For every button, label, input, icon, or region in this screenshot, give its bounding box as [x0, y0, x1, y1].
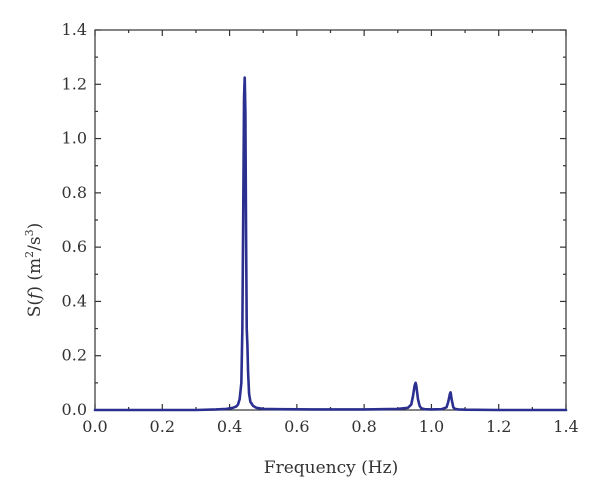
y-tick-label: 0.8: [62, 183, 87, 202]
plot-area: [94, 29, 567, 411]
x-tick-label: 0.4: [217, 417, 242, 436]
x-tick-label: 1.0: [419, 417, 444, 436]
x-tick-label: 0.0: [82, 417, 107, 436]
y-tick-label: 0.2: [62, 346, 87, 365]
y-axis-title-part: f: [25, 290, 45, 301]
y-axis-title-part: ): [25, 223, 45, 230]
y-axis-title: S(f) (m2/s3): [23, 223, 45, 317]
x-axis-title: Frequency (Hz): [264, 458, 398, 478]
y-axis-title-superscript: 2: [23, 251, 36, 258]
plot-frame: [94, 29, 567, 411]
y-tick-label: 0.4: [62, 291, 87, 310]
x-tick-label: 0.8: [351, 417, 376, 436]
y-axis-title-part: /s: [25, 236, 45, 250]
y-tick-label: 1.2: [62, 74, 87, 93]
series-layer: [93, 76, 568, 412]
x-tick-label: 0.2: [150, 417, 175, 436]
y-axis-title-part: ) (m: [25, 258, 45, 293]
x-axis-ticks: 0.0 0.2 0.4 0.6 0.8 1.0 1.2 1.4: [82, 30, 579, 436]
y-tick-label: 0.6: [62, 237, 87, 256]
x-tick-label: 1.4: [553, 417, 578, 436]
spectrum-series-line: [93, 76, 568, 412]
x-tick-label: 0.6: [284, 417, 309, 436]
y-tick-label: 1.4: [62, 20, 87, 39]
y-axis-title-superscript: 3: [23, 229, 36, 236]
x-tick-label: 1.2: [486, 417, 511, 436]
y-axis-title-part: S(: [25, 299, 45, 317]
y-axis-ticks: 0.0 0.2 0.4 0.6 0.8 1.0 1.2 1.4: [62, 20, 566, 419]
y-tick-label: 0.0: [62, 400, 87, 419]
y-tick-label: 1.0: [62, 129, 87, 148]
